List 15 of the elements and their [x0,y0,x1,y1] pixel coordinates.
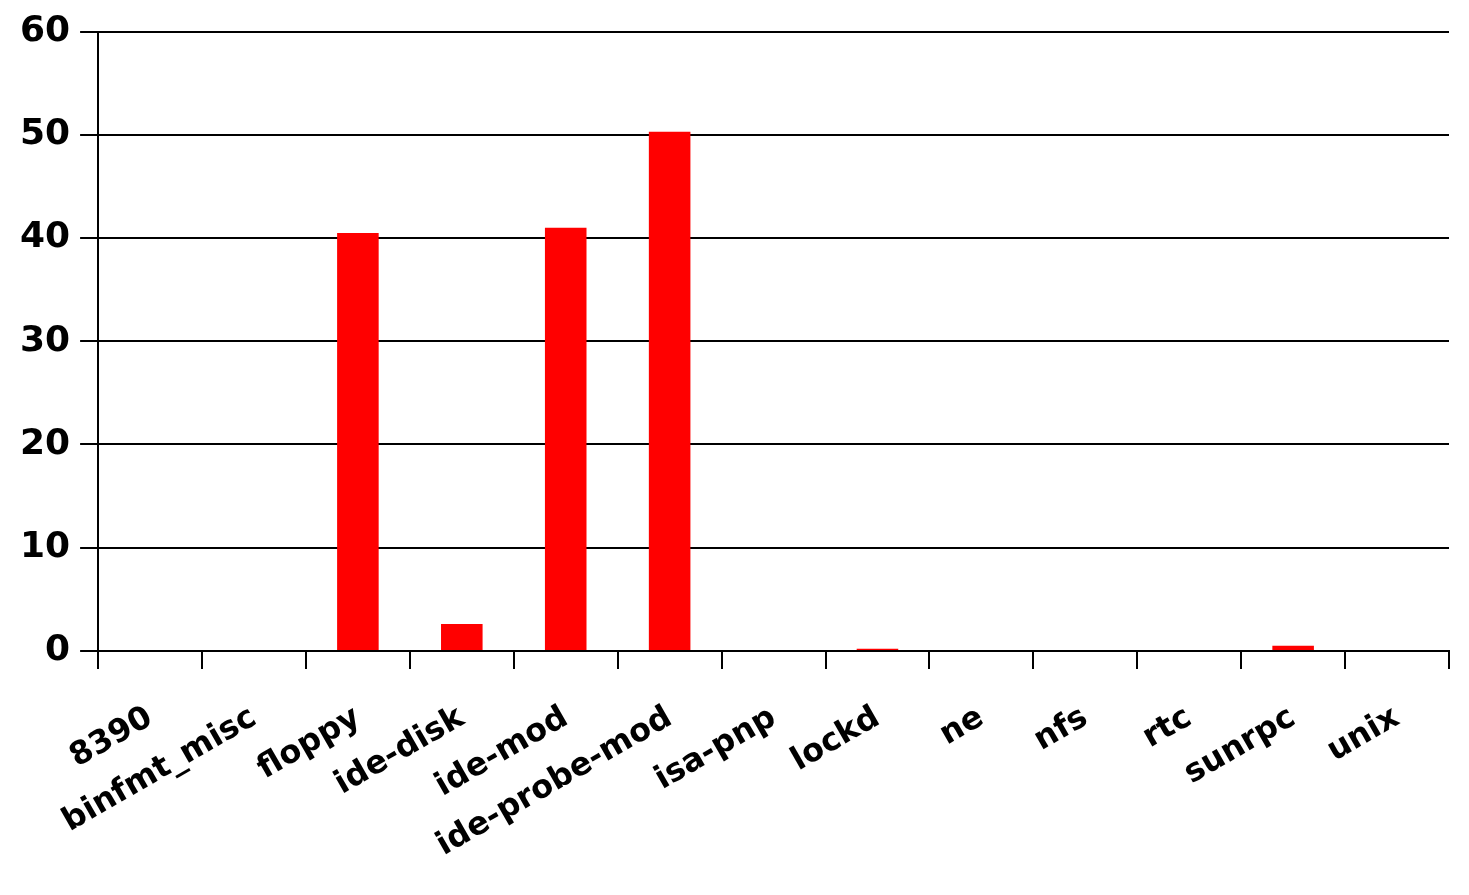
bar [544,227,587,650]
y-tick-label: 60 [19,7,71,49]
bar [441,624,483,650]
y-tick-label: 20 [19,420,71,462]
y-tick-label: 0 [45,627,71,669]
x-tick-label: unix [1319,696,1406,769]
bar [337,232,379,650]
x-tick-label: nfs [1026,696,1094,758]
x-tick-label: ne [932,696,990,752]
y-tick-label: 10 [19,524,71,566]
y-tick-label: 30 [19,317,71,359]
bar [648,131,691,650]
bar [1272,645,1314,650]
y-tick-label: 50 [19,111,71,153]
y-tick-label: 40 [19,214,71,256]
